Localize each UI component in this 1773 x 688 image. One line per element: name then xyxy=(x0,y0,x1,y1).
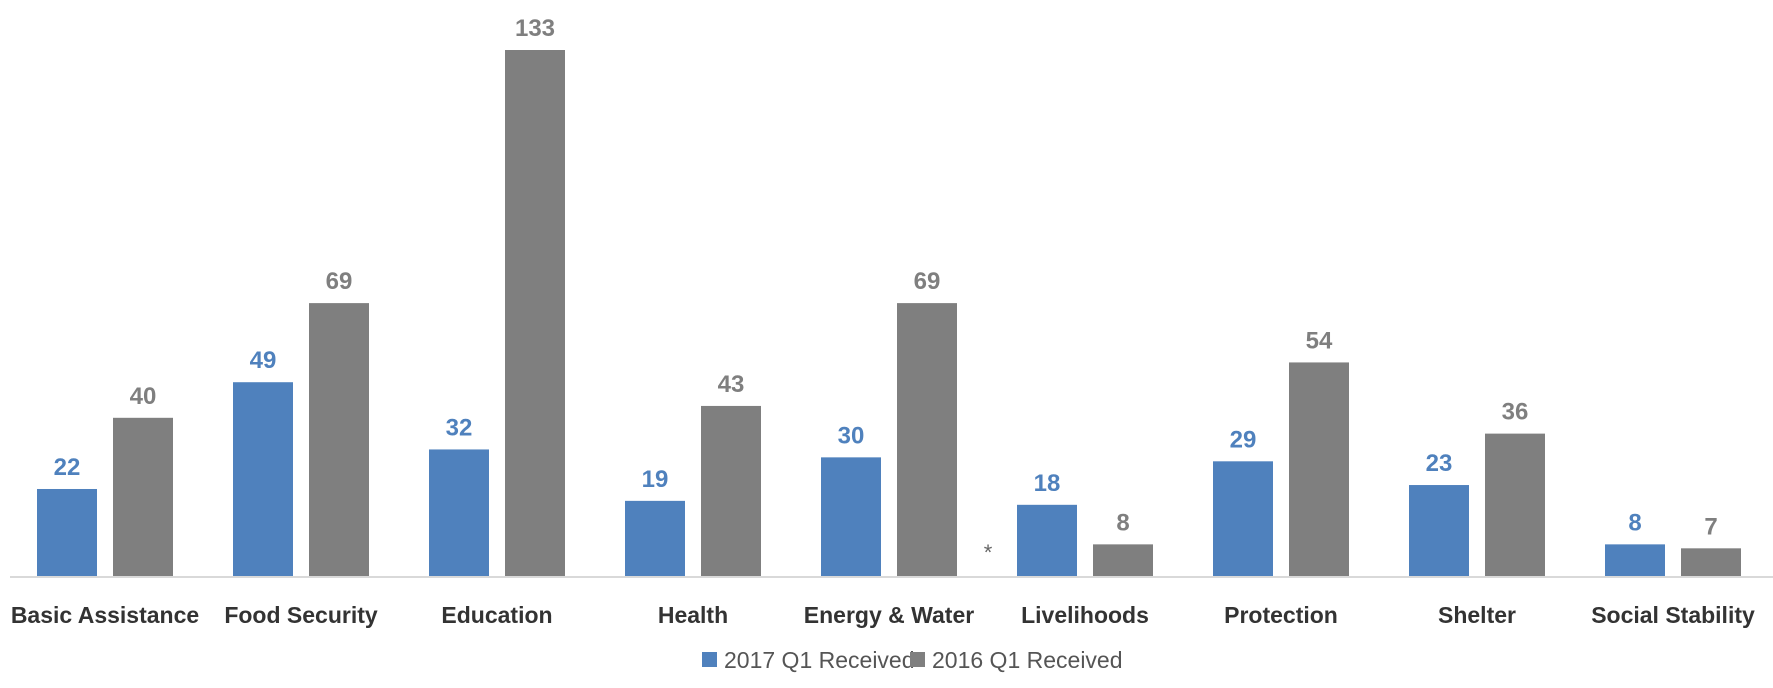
data-label-2016-7: 36 xyxy=(1502,399,1529,426)
data-label-2017-1: 49 xyxy=(250,347,277,374)
bar-2017-2 xyxy=(429,449,489,576)
data-label-2016-3: 43 xyxy=(718,371,745,398)
bar-2017-6 xyxy=(1213,461,1273,576)
bar-2017-1 xyxy=(233,382,293,576)
data-label-2017-6: 29 xyxy=(1230,426,1257,453)
bar-2016-4 xyxy=(897,303,957,576)
data-label-2017-8: 8 xyxy=(1628,509,1641,536)
legend-swatch-1 xyxy=(910,652,925,667)
bar-2016-1 xyxy=(309,303,369,576)
bar-2017-4 xyxy=(821,457,881,576)
bars-layer xyxy=(37,50,1741,576)
bar-2016-7 xyxy=(1485,433,1545,576)
legend-label-0: 2017 Q1 Received xyxy=(724,647,915,673)
legend-label-1: 2016 Q1 Received xyxy=(932,647,1123,673)
labels-layer: 22 40 Basic Assistance 49 69 Food Security 32 1… xyxy=(11,15,1755,628)
category-label-4: Energy & Water xyxy=(804,602,974,628)
bar-2016-6 xyxy=(1289,362,1349,576)
bar-2016-3 xyxy=(701,405,761,576)
data-label-2017-4: 30 xyxy=(838,422,865,449)
category-label-3: Health xyxy=(658,602,728,628)
bar-2016-0 xyxy=(113,417,173,576)
data-label-2016-0: 40 xyxy=(130,383,157,410)
bar-2017-5 xyxy=(1017,504,1077,576)
data-label-2017-2: 32 xyxy=(446,414,473,441)
data-label-2017-0: 22 xyxy=(54,454,81,481)
data-label-2016-2: 133 xyxy=(515,15,555,42)
bar-2017-8 xyxy=(1605,544,1665,576)
category-label-6: Protection xyxy=(1224,602,1338,628)
legend-swatch-0 xyxy=(702,652,717,667)
data-label-2016-5: 8 xyxy=(1116,509,1129,536)
data-label-2016-1: 69 xyxy=(326,268,353,295)
category-label-8: Social Stability xyxy=(1591,602,1755,628)
legend: 2017 Q1 Received 2016 Q1 Received xyxy=(702,647,1123,673)
bar-2016-5 xyxy=(1093,544,1153,576)
category-label-7: Shelter xyxy=(1438,602,1516,628)
data-label-2017-5: 18 xyxy=(1034,470,1061,497)
bar-2017-7 xyxy=(1409,485,1469,576)
bar-2016-8 xyxy=(1681,548,1741,576)
category-label-2: Education xyxy=(441,602,552,628)
data-label-2017-3: 19 xyxy=(642,466,669,493)
category-label-1: Food Security xyxy=(224,602,378,628)
data-label-2016-6: 54 xyxy=(1306,327,1333,354)
data-label-2016-4: 69 xyxy=(914,268,941,295)
data-label-2017-7: 23 xyxy=(1426,450,1453,477)
category-label-0: Basic Assistance xyxy=(11,602,199,628)
bar-2016-2 xyxy=(505,50,565,576)
annotation-asterisk: * xyxy=(984,540,993,565)
bar-2017-3 xyxy=(625,500,685,576)
bar-2017-0 xyxy=(37,488,97,576)
data-label-2016-8: 7 xyxy=(1704,513,1717,540)
category-label-5: Livelihoods xyxy=(1021,602,1149,628)
